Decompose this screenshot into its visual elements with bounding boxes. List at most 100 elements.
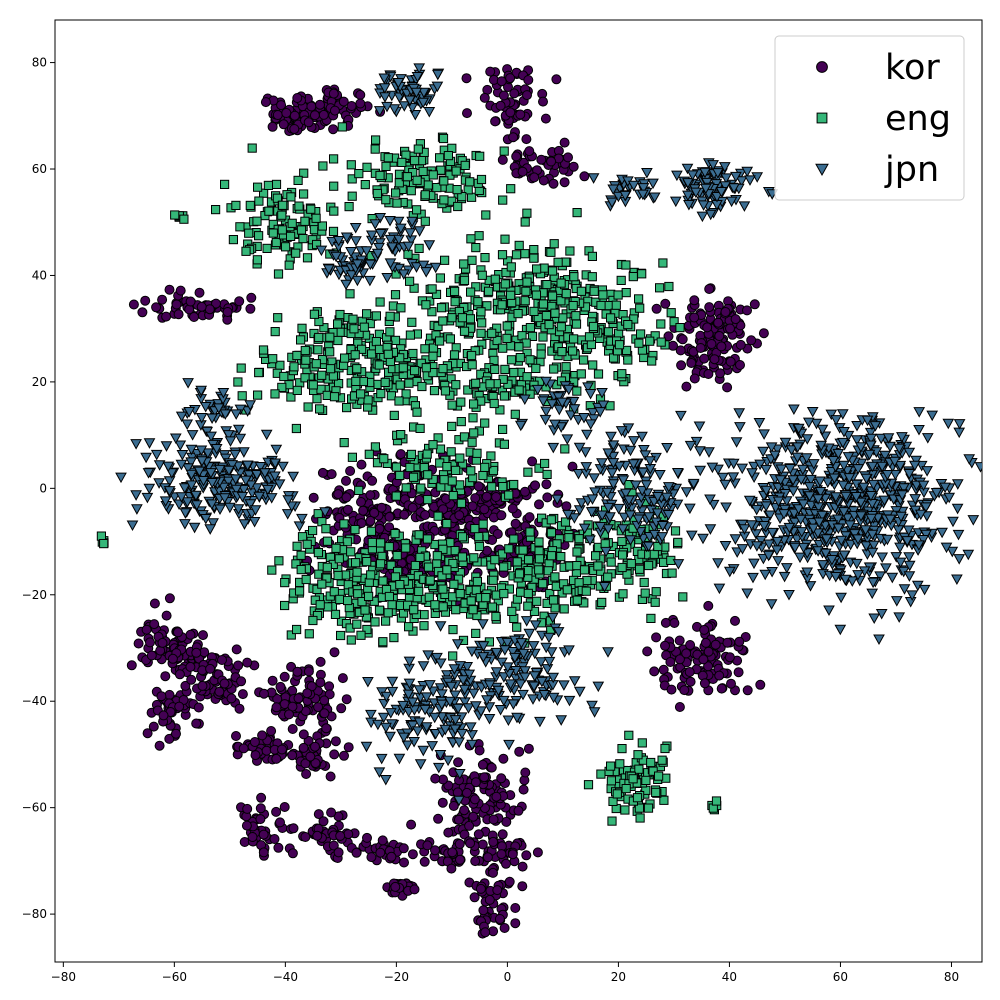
- point-eng: [634, 338, 644, 348]
- point-eng: [588, 321, 599, 332]
- point-kor: [342, 504, 353, 515]
- point-kor: [430, 845, 440, 856]
- point-eng: [348, 314, 358, 324]
- point-kor: [369, 507, 380, 518]
- point-eng: [506, 262, 516, 272]
- point-kor: [479, 772, 490, 783]
- point-kor: [211, 298, 221, 309]
- point-eng: [447, 313, 457, 323]
- point-eng: [568, 346, 578, 356]
- point-kor: [689, 312, 700, 323]
- point-eng: [378, 637, 388, 647]
- point-kor: [231, 731, 241, 741]
- point-eng: [289, 362, 299, 372]
- point-eng: [635, 564, 645, 574]
- point-kor: [540, 113, 551, 124]
- point-eng: [346, 635, 356, 645]
- point-eng: [474, 532, 484, 542]
- point-kor: [141, 624, 152, 635]
- point-kor: [515, 109, 526, 120]
- point-kor: [642, 646, 653, 657]
- point-kor: [366, 852, 377, 863]
- point-kor: [194, 287, 205, 298]
- point-eng: [643, 803, 654, 813]
- point-kor: [281, 108, 292, 118]
- point-kor: [238, 743, 249, 754]
- point-eng: [632, 793, 643, 803]
- point-kor: [480, 927, 491, 938]
- point-kor: [538, 96, 548, 107]
- point-kor: [420, 510, 431, 520]
- point-kor: [446, 863, 457, 874]
- point-kor: [231, 644, 242, 655]
- point-eng: [370, 617, 380, 627]
- point-eng: [325, 332, 335, 342]
- point-kor: [164, 284, 175, 295]
- point-eng: [476, 328, 486, 338]
- point-kor: [511, 151, 522, 162]
- point-kor: [699, 678, 710, 689]
- point-eng: [381, 616, 391, 626]
- point-eng: [472, 576, 482, 587]
- point-eng: [304, 629, 314, 639]
- point-eng: [510, 409, 520, 419]
- point-kor: [185, 296, 196, 307]
- point-kor: [496, 510, 507, 521]
- point-eng: [649, 549, 659, 559]
- point-eng: [367, 349, 377, 359]
- point-kor: [333, 489, 344, 500]
- point-eng: [491, 590, 501, 600]
- point-eng: [617, 536, 627, 546]
- point-eng: [574, 534, 584, 544]
- point-eng: [606, 761, 616, 771]
- point-eng: [420, 344, 430, 354]
- point-eng: [391, 188, 401, 198]
- point-eng: [379, 454, 389, 464]
- point-kor: [749, 299, 760, 310]
- point-eng: [572, 208, 582, 218]
- point-kor: [734, 636, 745, 647]
- point-kor: [157, 637, 168, 648]
- point-kor: [148, 721, 159, 732]
- point-eng: [471, 378, 481, 388]
- point-kor: [716, 683, 727, 694]
- point-kor: [710, 639, 721, 650]
- point-eng: [405, 462, 415, 473]
- point-kor: [517, 861, 528, 872]
- point-eng: [321, 524, 331, 534]
- point-kor: [298, 729, 309, 740]
- point-eng: [318, 161, 328, 171]
- point-eng: [448, 592, 458, 602]
- point-eng: [514, 569, 525, 579]
- point-kor: [505, 73, 516, 84]
- point-kor: [724, 652, 735, 663]
- point-eng: [509, 534, 519, 544]
- point-kor: [477, 839, 488, 850]
- point-eng: [497, 250, 508, 260]
- point-kor: [278, 119, 289, 130]
- point-eng: [465, 177, 475, 187]
- point-kor: [477, 759, 488, 770]
- point-eng: [549, 364, 559, 374]
- point-kor: [171, 299, 182, 310]
- point-eng: [179, 214, 189, 224]
- point-eng: [329, 206, 339, 216]
- point-eng: [442, 462, 452, 472]
- point-eng: [514, 385, 524, 395]
- point-eng: [330, 609, 341, 619]
- point-kor: [273, 842, 284, 853]
- point-eng: [542, 469, 552, 479]
- point-kor: [447, 847, 458, 858]
- point-kor: [180, 680, 191, 691]
- point-eng: [583, 780, 594, 790]
- point-eng: [520, 249, 530, 259]
- point-eng: [572, 386, 582, 396]
- point-eng: [439, 475, 449, 485]
- point-kor: [341, 694, 352, 705]
- point-kor: [685, 640, 696, 650]
- point-kor: [478, 905, 489, 916]
- point-kor: [345, 466, 356, 476]
- point-kor: [191, 718, 202, 729]
- point-kor: [542, 492, 553, 503]
- point-eng: [636, 329, 646, 339]
